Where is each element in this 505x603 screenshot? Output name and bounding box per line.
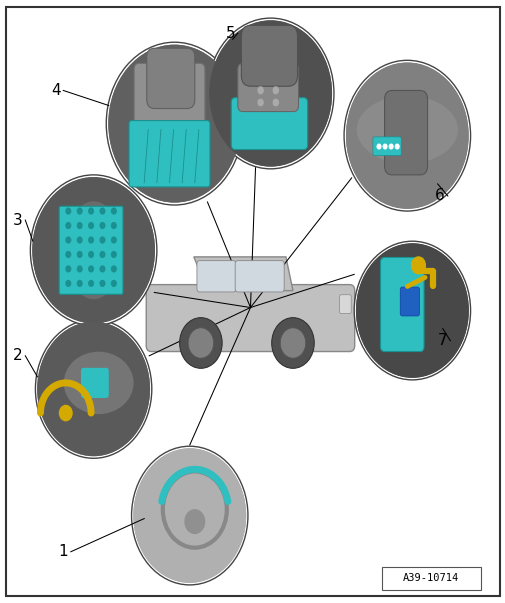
Circle shape xyxy=(35,320,152,458)
Circle shape xyxy=(257,86,264,95)
Circle shape xyxy=(133,448,246,583)
Circle shape xyxy=(106,42,242,205)
Text: A39-10714: A39-10714 xyxy=(402,573,459,583)
Circle shape xyxy=(65,280,71,287)
FancyBboxPatch shape xyxy=(237,63,298,112)
Circle shape xyxy=(257,98,264,107)
Circle shape xyxy=(77,207,83,215)
Circle shape xyxy=(88,265,94,273)
Circle shape xyxy=(99,251,106,258)
Circle shape xyxy=(111,222,117,229)
Circle shape xyxy=(133,448,246,583)
Circle shape xyxy=(37,321,150,456)
FancyBboxPatch shape xyxy=(384,90,427,175)
Circle shape xyxy=(108,45,240,203)
FancyBboxPatch shape xyxy=(146,285,354,352)
Circle shape xyxy=(376,144,381,150)
Ellipse shape xyxy=(356,96,457,163)
Circle shape xyxy=(111,236,117,244)
Circle shape xyxy=(88,207,94,215)
Circle shape xyxy=(77,236,83,244)
Circle shape xyxy=(65,222,71,229)
Circle shape xyxy=(99,236,106,244)
Circle shape xyxy=(37,321,150,456)
Circle shape xyxy=(184,509,205,534)
Circle shape xyxy=(111,207,117,215)
FancyBboxPatch shape xyxy=(241,25,297,86)
Bar xyxy=(381,567,480,590)
Text: 2: 2 xyxy=(13,349,23,363)
Circle shape xyxy=(32,177,155,323)
Circle shape xyxy=(77,265,83,273)
Text: 4: 4 xyxy=(50,83,61,98)
Circle shape xyxy=(207,18,333,169)
Circle shape xyxy=(99,207,106,215)
Circle shape xyxy=(88,236,94,244)
Text: 1: 1 xyxy=(58,545,68,559)
Circle shape xyxy=(355,243,468,378)
FancyBboxPatch shape xyxy=(235,260,284,292)
Circle shape xyxy=(108,45,240,203)
Text: 5: 5 xyxy=(225,26,235,40)
Circle shape xyxy=(111,265,117,273)
Circle shape xyxy=(88,251,94,258)
FancyBboxPatch shape xyxy=(196,260,235,292)
Circle shape xyxy=(394,144,399,150)
Text: 6: 6 xyxy=(434,189,444,203)
FancyBboxPatch shape xyxy=(134,63,205,130)
Circle shape xyxy=(410,256,425,274)
FancyBboxPatch shape xyxy=(81,368,109,398)
FancyBboxPatch shape xyxy=(59,206,123,294)
Text: 3: 3 xyxy=(13,213,23,227)
Circle shape xyxy=(354,241,470,380)
Circle shape xyxy=(345,63,468,209)
Circle shape xyxy=(209,21,331,166)
Circle shape xyxy=(59,405,73,421)
Circle shape xyxy=(99,280,106,287)
Circle shape xyxy=(271,318,314,368)
FancyBboxPatch shape xyxy=(380,257,423,352)
Circle shape xyxy=(88,222,94,229)
Ellipse shape xyxy=(64,352,133,414)
Circle shape xyxy=(111,280,117,287)
Circle shape xyxy=(343,60,470,211)
Circle shape xyxy=(65,265,71,273)
Circle shape xyxy=(99,265,106,273)
Circle shape xyxy=(65,251,71,258)
FancyBboxPatch shape xyxy=(129,121,210,187)
Circle shape xyxy=(209,21,331,166)
Circle shape xyxy=(99,222,106,229)
Ellipse shape xyxy=(65,201,122,299)
Circle shape xyxy=(32,177,155,323)
FancyBboxPatch shape xyxy=(399,287,419,316)
Polygon shape xyxy=(193,257,292,291)
Circle shape xyxy=(355,243,468,378)
Circle shape xyxy=(382,144,387,150)
Circle shape xyxy=(272,86,279,95)
Circle shape xyxy=(188,328,213,358)
Circle shape xyxy=(280,328,305,358)
Circle shape xyxy=(77,251,83,258)
Text: 7: 7 xyxy=(437,333,447,348)
FancyBboxPatch shape xyxy=(231,98,307,150)
FancyBboxPatch shape xyxy=(339,295,350,314)
Circle shape xyxy=(65,207,71,215)
Circle shape xyxy=(345,63,468,209)
Circle shape xyxy=(179,318,222,368)
Circle shape xyxy=(131,446,247,585)
Circle shape xyxy=(30,175,157,326)
FancyBboxPatch shape xyxy=(146,48,194,109)
Circle shape xyxy=(77,222,83,229)
Circle shape xyxy=(272,98,279,107)
Circle shape xyxy=(88,280,94,287)
Circle shape xyxy=(388,144,393,150)
FancyBboxPatch shape xyxy=(372,137,400,156)
Circle shape xyxy=(65,236,71,244)
Circle shape xyxy=(111,251,117,258)
Circle shape xyxy=(77,280,83,287)
